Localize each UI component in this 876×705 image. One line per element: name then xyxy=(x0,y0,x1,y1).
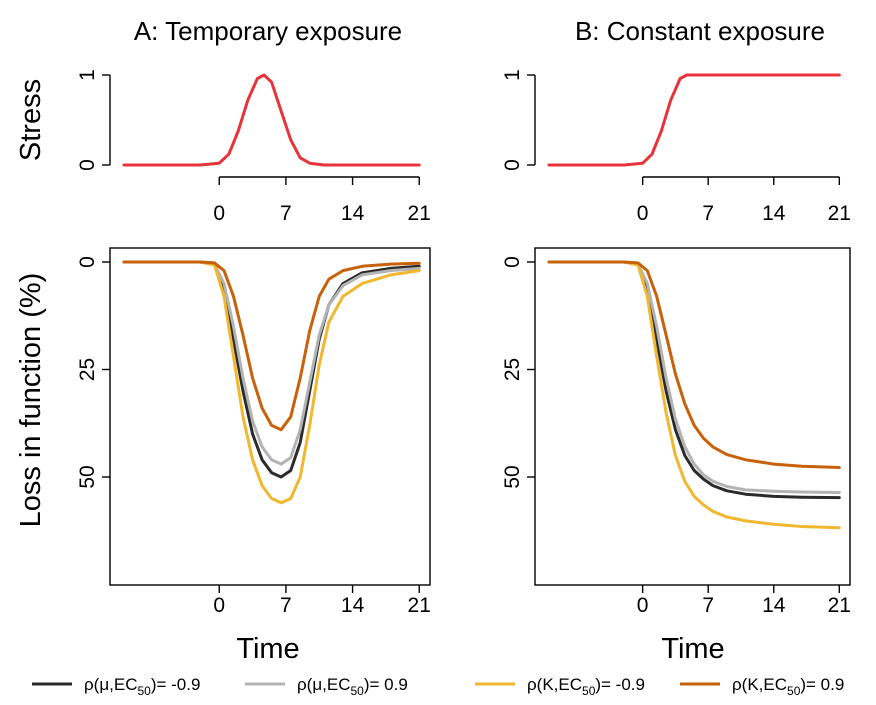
legend-item: ρ(μ,EC50)= 0.9 xyxy=(245,675,408,698)
series-line xyxy=(122,260,421,479)
x-tick-label: 21 xyxy=(408,202,431,225)
legend-label-suffix: )= 0.9 xyxy=(364,675,408,694)
legend-label-prefix: ρ(μ,EC xyxy=(297,675,350,694)
x-tick-label: 0 xyxy=(213,202,225,225)
series-line xyxy=(122,260,421,466)
x-tick-label: 7 xyxy=(280,202,292,225)
series-line xyxy=(547,260,841,530)
series-line xyxy=(122,260,421,505)
loss-axis-title: Loss in function (%) xyxy=(15,273,47,528)
y-tick-label: 0 xyxy=(76,256,99,268)
legend-label-suffix: )= 0.9 xyxy=(800,675,844,694)
legend-label-subscript: 50 xyxy=(137,684,151,698)
stress-axis-title: Stress xyxy=(15,79,47,161)
x-tick-label: 7 xyxy=(702,594,714,617)
plot-frame xyxy=(109,247,431,586)
y-tick-label: 0 xyxy=(501,159,524,171)
series-path xyxy=(122,73,421,167)
plot-panels: 0 7 14 21 0 1 0 7 14 21 0 1 0 7 14 21 0 25 50 0 7 14 21 0 25 50 xyxy=(76,69,851,617)
panel-a-time-axis-title: Time xyxy=(236,633,299,665)
x-tick-label: 14 xyxy=(341,202,365,225)
legend-label-subscript: 50 xyxy=(582,684,596,698)
panel-B-loss: 0 7 14 21 0 25 50 xyxy=(501,247,851,617)
y-tick-label: 0 xyxy=(76,159,99,171)
y-tick-label: 25 xyxy=(76,358,99,381)
x-tick-label: 14 xyxy=(762,202,786,225)
panel-B-stress: 0 7 14 21 0 1 xyxy=(501,69,851,225)
panel-b-time-axis-title: Time xyxy=(661,633,724,665)
x-tick-label: 21 xyxy=(828,594,851,617)
legend-label-suffix: )= -0.9 xyxy=(595,675,645,694)
x-tick-label: 7 xyxy=(280,594,292,617)
x-tick-label: 0 xyxy=(637,202,649,225)
series-path xyxy=(547,73,841,167)
panel-a-title: A: Temporary exposure xyxy=(134,16,402,46)
panel-A-stress: 0 7 14 21 0 1 xyxy=(76,69,431,225)
legend-label: ρ(μ,EC50)= 0.9 xyxy=(297,675,408,698)
series-line xyxy=(122,260,421,432)
x-tick-label: 0 xyxy=(213,594,225,617)
plot-frame xyxy=(534,247,851,586)
legend-item: ρ(μ,EC50)= -0.9 xyxy=(32,675,200,698)
panel-b-title: B: Constant exposure xyxy=(575,16,825,46)
panel-A-loss: 0 7 14 21 0 25 50 xyxy=(76,247,431,617)
series-path xyxy=(122,260,421,466)
x-tick-label: 0 xyxy=(637,594,649,617)
series-path xyxy=(547,260,841,494)
series-line xyxy=(547,73,841,167)
x-tick-label: 14 xyxy=(762,594,786,617)
series-path xyxy=(547,260,841,530)
x-tick-label: 7 xyxy=(702,202,714,225)
y-tick-label: 1 xyxy=(76,69,99,81)
legend-label: ρ(K,EC50)= 0.9 xyxy=(732,675,844,698)
legend-label-subscript: 50 xyxy=(350,684,364,698)
series-path xyxy=(122,260,421,432)
legend-label-suffix: )= -0.9 xyxy=(151,675,201,694)
legend-label: ρ(K,EC50)= -0.9 xyxy=(527,675,645,698)
x-tick-label: 21 xyxy=(828,202,851,225)
series-line xyxy=(547,260,841,494)
legend-label-prefix: ρ(μ,EC xyxy=(84,675,137,694)
legend-label-prefix: ρ(K,EC xyxy=(527,675,582,694)
legend-label-prefix: ρ(K,EC xyxy=(732,675,787,694)
x-tick-label: 21 xyxy=(408,594,431,617)
series-path xyxy=(122,260,421,505)
y-tick-label: 50 xyxy=(501,465,524,488)
series-path xyxy=(122,260,421,479)
series-line xyxy=(547,260,841,469)
series-path xyxy=(547,260,841,469)
y-tick-label: 50 xyxy=(76,465,99,488)
x-tick-label: 14 xyxy=(341,594,365,617)
y-tick-label: 1 xyxy=(501,69,524,81)
y-tick-label: 0 xyxy=(501,256,524,268)
legend-label: ρ(μ,EC50)= -0.9 xyxy=(84,675,200,698)
legend-item: ρ(K,EC50)= -0.9 xyxy=(475,675,645,698)
legend-item: ρ(K,EC50)= 0.9 xyxy=(680,675,844,698)
series-line xyxy=(122,73,421,167)
legend-label-subscript: 50 xyxy=(787,684,801,698)
legend: ρ(μ,EC50)= -0.9 ρ(μ,EC50)= 0.9 ρ(K,EC50)= … xyxy=(32,675,844,698)
y-tick-label: 25 xyxy=(501,358,524,381)
